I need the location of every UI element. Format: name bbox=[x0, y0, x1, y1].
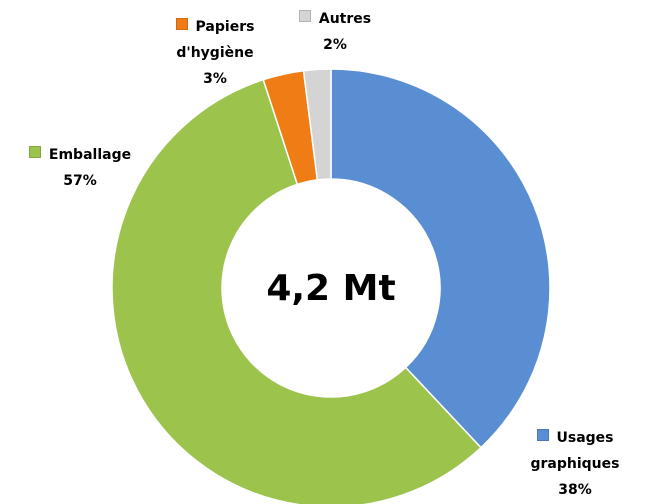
slice-label: Usages graphiques 38% bbox=[505, 425, 645, 503]
slice-label: Autres 2% bbox=[285, 6, 385, 58]
slice-label: Papiers d'hygiène 3% bbox=[150, 14, 280, 92]
donut-slice bbox=[111, 78, 482, 504]
legend-entry: Usages graphiques bbox=[505, 425, 645, 477]
legend-entry: Papiers d'hygiène bbox=[150, 14, 280, 66]
value-label: 57% bbox=[63, 173, 97, 189]
legend-swatch bbox=[175, 18, 188, 30]
category-name: Papiers d'hygiène bbox=[176, 19, 255, 61]
legend-swatch bbox=[28, 146, 41, 158]
donut-slice bbox=[330, 68, 551, 449]
legend-swatch bbox=[298, 10, 311, 22]
legend-entry: Emballage bbox=[10, 142, 150, 168]
value-label: 3% bbox=[203, 71, 227, 87]
category-name: Usages graphiques bbox=[530, 430, 620, 472]
slices bbox=[111, 68, 551, 504]
category-name: Emballage bbox=[48, 147, 132, 163]
value-label: 38% bbox=[558, 482, 592, 498]
center-label: 4,2 Mt bbox=[266, 268, 395, 309]
slice-label: Emballage 57% bbox=[10, 142, 150, 194]
legend-swatch bbox=[536, 429, 549, 441]
donut-slice bbox=[302, 68, 332, 181]
category-name: Autres bbox=[318, 11, 372, 27]
legend-entry: Autres bbox=[285, 6, 385, 32]
value-label: 2% bbox=[323, 37, 347, 53]
